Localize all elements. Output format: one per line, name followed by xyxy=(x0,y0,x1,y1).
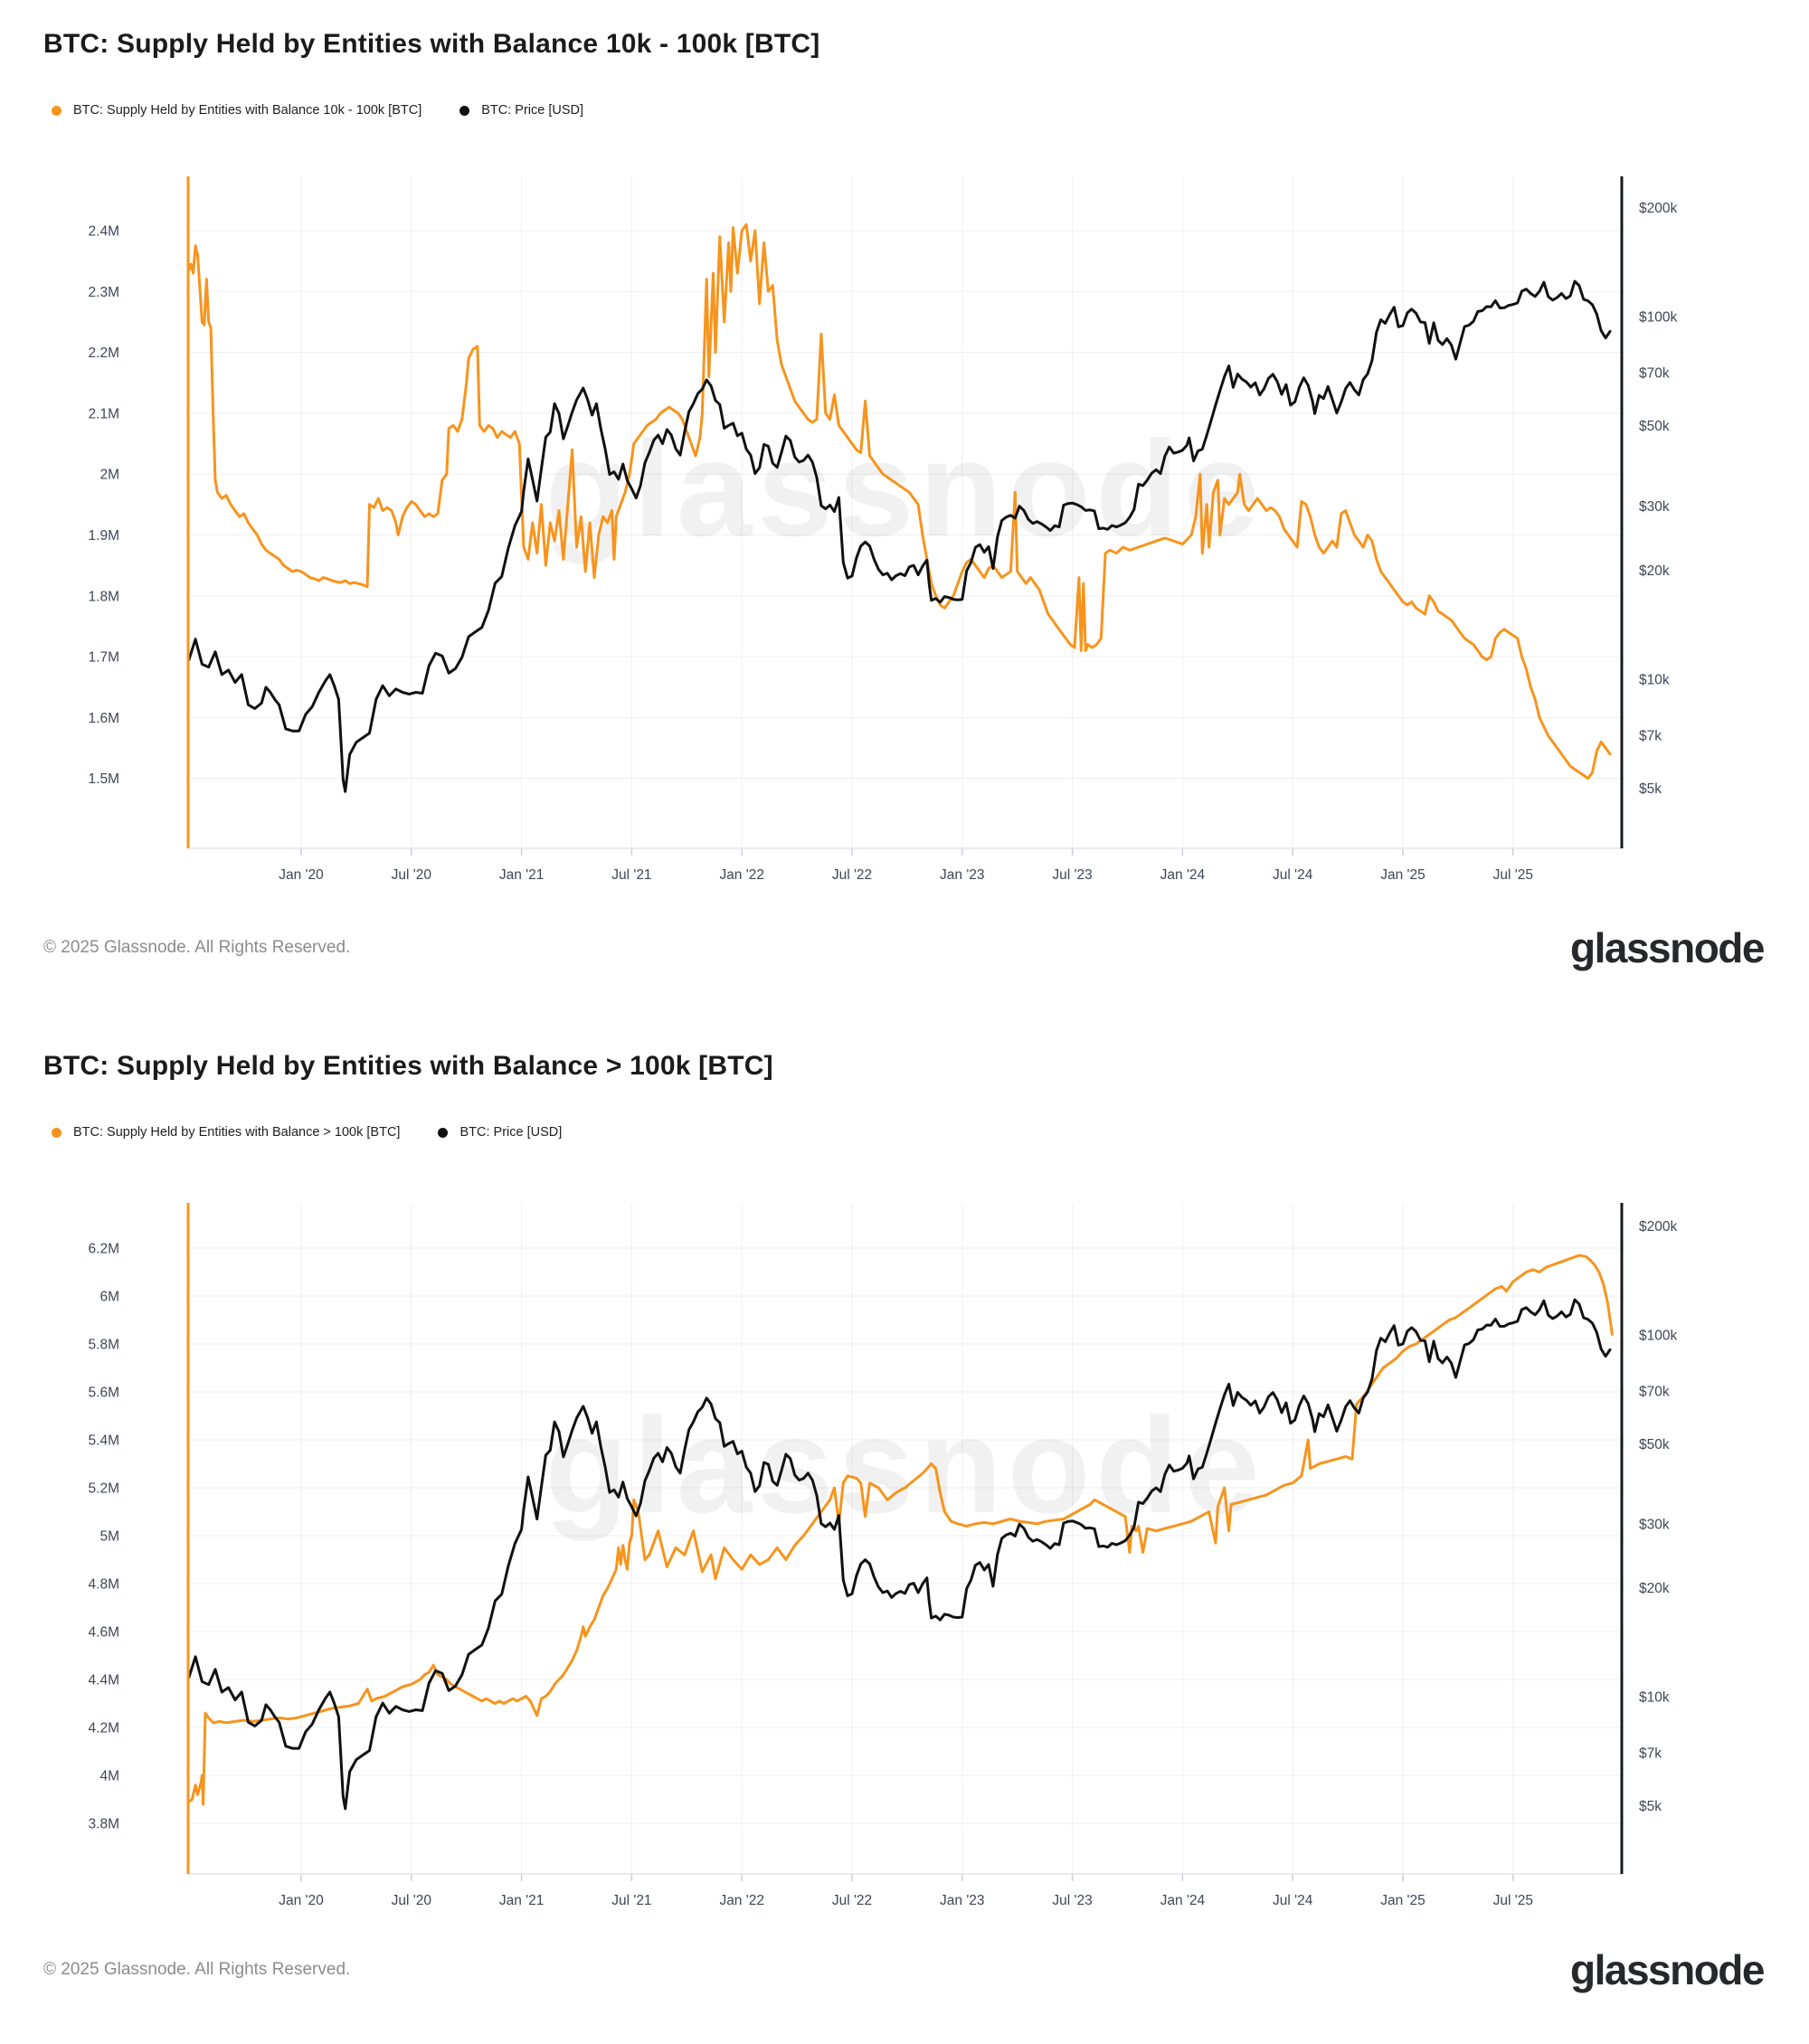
x-tick-label: Jan '20 xyxy=(279,867,324,883)
supply-series-path xyxy=(187,1254,1614,1806)
x-tick-label: Jan '24 xyxy=(1160,867,1206,883)
right-tick-label: $70k xyxy=(1639,366,1670,382)
x-tick-label: Jul '25 xyxy=(1493,1893,1533,1908)
x-tick-label: Jul '21 xyxy=(611,1893,651,1908)
left-tick-label: 4.2M xyxy=(89,1721,119,1736)
left-tick-label: 5M xyxy=(99,1529,119,1545)
x-tick-label: Jul '22 xyxy=(832,1893,872,1908)
right-tick-label: $20k xyxy=(1639,1581,1670,1596)
right-tick-label: $200k xyxy=(1639,1219,1677,1235)
legend-item-price[interactable]: BTC: Price [USD] xyxy=(459,103,583,118)
right-tick-label: $30k xyxy=(1639,1518,1670,1533)
left-tick-label: 4.8M xyxy=(89,1577,119,1593)
left-tick-label: 4.6M xyxy=(89,1625,119,1641)
x-tick-label: Jan '23 xyxy=(940,1893,985,1908)
chart-plot-2: Jan '20 Jul '20 Jan '21 Jul '21 Jan '22 Jul '… xyxy=(89,1203,1677,1908)
legend: BTC: Supply Held by Entities with Balanc… xyxy=(52,103,583,118)
left-tick-label: 2.3M xyxy=(89,285,119,300)
glassnode-logo: glassnode xyxy=(1569,1946,1766,1993)
legend-label: BTC: Supply Held by Entities with Balanc… xyxy=(73,103,422,118)
footer: © 2025 Glassnode. All Rights Reserved. g… xyxy=(43,1941,1766,1999)
left-tick-label: 5.4M xyxy=(89,1434,119,1449)
left-tick-label: 2.2M xyxy=(89,345,119,361)
right-tick-label: $7k xyxy=(1639,1746,1662,1762)
left-tick-label: 6.2M xyxy=(89,1242,119,1257)
chart-title: BTC: Supply Held by Entities with Balanc… xyxy=(43,29,820,59)
right-tick-label: $5k xyxy=(1639,781,1662,797)
x-tick-label: Jan '21 xyxy=(499,867,545,883)
x-tick-label: Jan '25 xyxy=(1380,867,1425,883)
series-swatch-icon xyxy=(52,105,62,116)
left-tick-label: 5.6M xyxy=(89,1386,119,1401)
legend-item-supply[interactable]: BTC: Supply Held by Entities with Balanc… xyxy=(52,1125,400,1140)
x-tick-label: Jan '22 xyxy=(719,1893,764,1908)
x-tick-label: Jan '23 xyxy=(940,867,985,883)
x-tick-label: Jan '20 xyxy=(279,1893,324,1908)
x-tick-label: Jul '23 xyxy=(1052,1893,1092,1908)
x-tick-label: Jul '20 xyxy=(392,867,432,883)
left-tick-label: 6M xyxy=(99,1290,119,1305)
right-tick-label: $50k xyxy=(1639,1437,1670,1453)
right-tick-label: $10k xyxy=(1639,673,1670,688)
series-swatch-icon xyxy=(459,105,470,116)
chart-section-supply-10k-100k: BTC: Supply Held by Entities with Balanc… xyxy=(43,29,820,118)
left-tick-label: 2.1M xyxy=(89,406,119,421)
left-tick-label: 2.4M xyxy=(89,224,119,240)
right-tick-label: $100k xyxy=(1639,310,1677,326)
right-tick-label: $5k xyxy=(1639,1799,1662,1814)
series-swatch-icon xyxy=(438,1127,449,1138)
chart-title: BTC: Supply Held by Entities with Balanc… xyxy=(43,1051,773,1081)
x-tick-label: Jul '22 xyxy=(832,867,872,883)
left-tick-label: 1.9M xyxy=(89,528,119,544)
left-tick-label: 1.8M xyxy=(89,589,119,604)
x-tick-label: Jul '23 xyxy=(1052,867,1092,883)
copyright-text: © 2025 Glassnode. All Rights Reserved. xyxy=(43,1960,351,1979)
legend-label: BTC: Supply Held by Entities with Balanc… xyxy=(73,1125,401,1140)
left-tick-label: 1.5M xyxy=(89,771,119,787)
right-tick-label: $30k xyxy=(1639,499,1670,515)
x-tick-label: Jul '24 xyxy=(1273,867,1313,883)
series-swatch-icon xyxy=(52,1127,62,1138)
left-tick-label: 4M xyxy=(99,1769,119,1784)
copyright-text: © 2025 Glassnode. All Rights Reserved. xyxy=(43,938,351,957)
right-tick-label: $70k xyxy=(1639,1385,1670,1400)
x-tick-label: Jul '21 xyxy=(611,867,651,883)
right-tick-label: $200k xyxy=(1639,201,1677,216)
legend-label: BTC: Price [USD] xyxy=(459,1125,563,1140)
glassnode-logo: glassnode xyxy=(1569,924,1766,971)
supply-series-path xyxy=(187,222,1612,781)
footer: © 2025 Glassnode. All Rights Reserved. g… xyxy=(43,919,1766,977)
left-tick-label: 3.8M xyxy=(89,1817,119,1832)
chart-plot-1: Jan '20 Jul '20 Jan '21 Jul '21 Jan '22 Jul '… xyxy=(89,176,1677,883)
price-series-path xyxy=(187,279,1612,793)
watermark-text: glassnode xyxy=(545,1389,1265,1541)
x-tick-label: Jul '20 xyxy=(392,1893,432,1908)
legend-item-price[interactable]: BTC: Price [USD] xyxy=(438,1125,562,1140)
right-tick-label: $50k xyxy=(1639,419,1670,434)
left-tick-label: 5.2M xyxy=(89,1481,119,1497)
x-tick-label: Jan '22 xyxy=(719,867,764,883)
right-tick-label: $7k xyxy=(1639,729,1662,744)
x-tick-label: Jul '24 xyxy=(1273,1893,1313,1908)
left-tick-label: 1.6M xyxy=(89,711,119,726)
x-tick-label: Jan '21 xyxy=(499,1893,545,1908)
legend-label: BTC: Price [USD] xyxy=(481,103,584,118)
left-tick-label: 5.8M xyxy=(89,1338,119,1353)
legend: BTC: Supply Held by Entities with Balanc… xyxy=(52,1125,562,1140)
right-tick-label: $20k xyxy=(1639,563,1670,579)
price-series-path xyxy=(187,1298,1612,1811)
legend-item-supply[interactable]: BTC: Supply Held by Entities with Balanc… xyxy=(52,103,421,118)
left-tick-label: 1.7M xyxy=(89,650,119,666)
right-tick-label: $100k xyxy=(1639,1329,1677,1344)
x-tick-label: Jan '25 xyxy=(1380,1893,1425,1908)
x-tick-label: Jul '25 xyxy=(1493,867,1533,883)
right-tick-label: $10k xyxy=(1639,1690,1670,1706)
x-tick-label: Jan '24 xyxy=(1160,1893,1206,1908)
chart-section-supply-gt-100k: BTC: Supply Held by Entities with Balanc… xyxy=(0,1022,1809,2044)
left-tick-label: 2M xyxy=(99,468,119,483)
left-tick-label: 4.4M xyxy=(89,1673,119,1689)
